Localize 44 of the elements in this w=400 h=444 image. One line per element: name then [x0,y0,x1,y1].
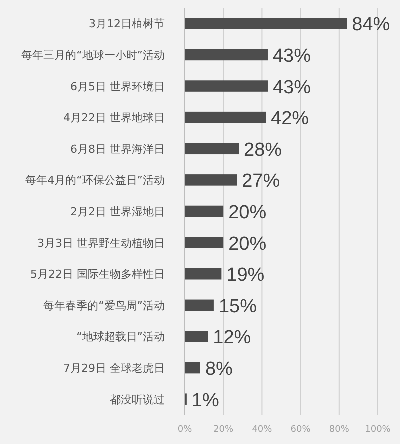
x-tick-label: 80% [329,425,350,435]
data-label: 1% [192,390,220,412]
y-tick-label: 7月29日 全球老虎日 [64,362,165,376]
bar [185,300,214,312]
x-tick-label: 60% [290,425,312,435]
bar [185,143,240,155]
y-tick-label: 3月12日植树节 [89,18,165,31]
bar [185,112,266,124]
bar [185,174,238,186]
bar [185,18,348,30]
data-label: 20% [228,202,267,224]
x-tick-label: 100% [365,425,392,435]
y-tick-label: 3月3日 世界野生动植物日 [38,236,165,250]
x-tick-label: 0% [178,425,193,435]
data-label: 42% [271,108,310,130]
bar [185,206,224,218]
data-label: 19% [226,265,265,286]
data-label: 43% [272,77,312,98]
bar [185,362,200,374]
data-label: 28% [244,140,282,161]
y-tick-label: 都没听说过 [110,393,165,406]
y-tick-label: 每年4月的“环保公益日”活动 [26,174,165,188]
y-tick-label: 6月5日 世界环境日 [70,80,165,94]
bar [185,49,268,61]
data-label: 15% [218,296,258,318]
y-tick-label: 每年春季的“爱鸟周”活动 [44,299,165,312]
data-label: 27% [242,171,280,192]
data-label: 12% [213,328,252,349]
bar [185,80,268,92]
y-tick-label: 4月22日 世界地球日 [64,112,165,125]
y-tick-label: “地球超载日”活动 [76,330,165,344]
data-label: 8% [205,359,234,380]
data-label: 43% [272,46,312,67]
bar [185,268,222,280]
bar [185,237,224,248]
x-tick-label: 20% [214,425,234,435]
y-tick-label: 每年三月的“地球一小时”活动 [22,48,165,62]
y-tick-label: 2月2日 世界湿地日 [70,206,165,218]
bar [185,331,208,342]
y-tick-label: 6月8日 世界海洋日 [70,142,165,156]
y-tick-label: 5月22日 国际生物多样性日 [30,268,165,282]
x-tick-label: 40% [252,425,273,435]
data-label: 20% [228,234,267,255]
data-label: 84% [352,14,390,36]
